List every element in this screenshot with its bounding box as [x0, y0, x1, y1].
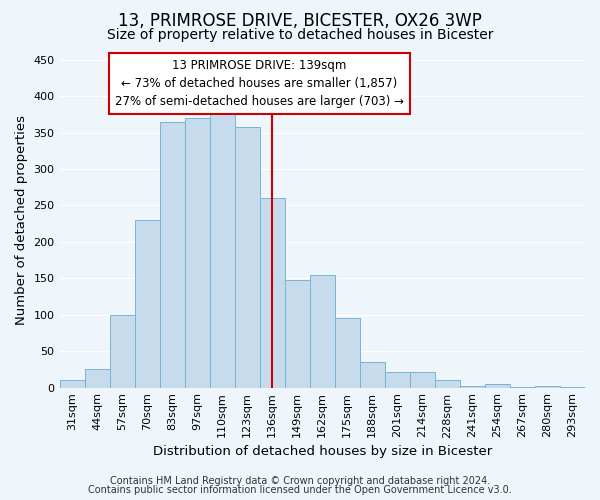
Bar [185, 118, 209, 388]
Bar [134, 220, 160, 388]
Bar [460, 386, 485, 388]
Bar [110, 314, 134, 388]
Text: 13 PRIMROSE DRIVE: 139sqm
← 73% of detached houses are smaller (1,857)
27% of se: 13 PRIMROSE DRIVE: 139sqm ← 73% of detac… [115, 59, 404, 108]
Bar [535, 386, 560, 388]
Bar [560, 387, 585, 388]
Bar [235, 127, 260, 388]
Bar [410, 372, 435, 388]
X-axis label: Distribution of detached houses by size in Bicester: Distribution of detached houses by size … [152, 444, 492, 458]
Bar [59, 380, 85, 388]
Text: 13, PRIMROSE DRIVE, BICESTER, OX26 3WP: 13, PRIMROSE DRIVE, BICESTER, OX26 3WP [118, 12, 482, 30]
Bar [335, 318, 360, 388]
Bar [209, 114, 235, 388]
Bar [310, 274, 335, 388]
Bar [360, 362, 385, 388]
Y-axis label: Number of detached properties: Number of detached properties [15, 115, 28, 325]
Bar [435, 380, 460, 388]
Bar [85, 370, 110, 388]
Text: Size of property relative to detached houses in Bicester: Size of property relative to detached ho… [107, 28, 493, 42]
Bar [485, 384, 510, 388]
Bar [385, 372, 410, 388]
Text: Contains public sector information licensed under the Open Government Licence v3: Contains public sector information licen… [88, 485, 512, 495]
Text: Contains HM Land Registry data © Crown copyright and database right 2024.: Contains HM Land Registry data © Crown c… [110, 476, 490, 486]
Bar [285, 280, 310, 388]
Bar [510, 387, 535, 388]
Bar [160, 122, 185, 388]
Bar [260, 198, 285, 388]
